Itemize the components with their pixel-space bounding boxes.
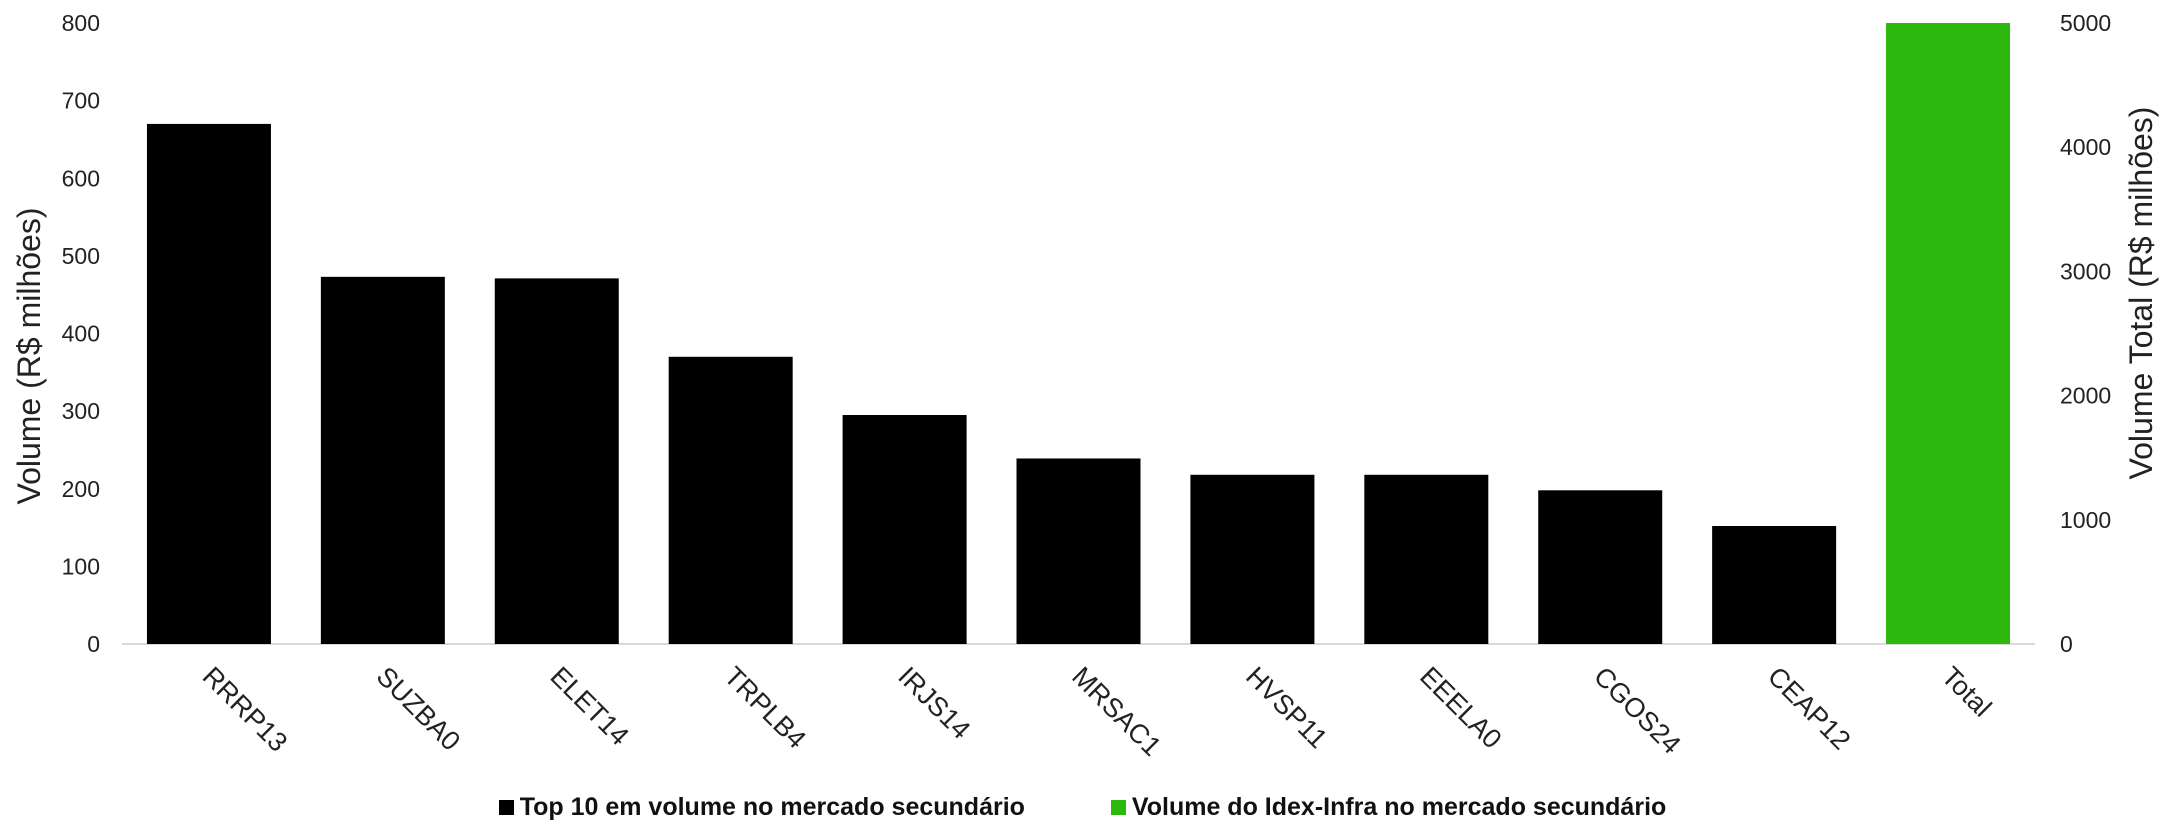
legend-label-top10: Top 10 em volume no mercado secundário [519,793,1025,821]
category-label-suzba0: SUZBA0 [371,661,466,756]
category-label-total: Total [1936,661,1998,723]
category-label-mrsac1: MRSAC1 [1066,661,1167,762]
right-y-axis: 0 1000 2000 3000 4000 5000 [2060,10,2111,657]
category-label-hvsp11: HVSP11 [1240,661,1333,754]
left-tick-label: 200 [62,476,100,502]
category-label-rrrp13: RRRP13 [197,661,294,758]
legend-swatch-top10 [498,800,514,815]
right-tick-label: 4000 [2060,134,2111,160]
bars [146,23,2011,645]
right-axis-title: Volume Total (R$ milhões) [2123,107,2159,480]
left-tick-label: 400 [62,321,100,347]
left-tick-label: 600 [62,165,100,191]
legend-label-idex: Volume do Idex-Infra no mercado secundár… [1131,793,1667,821]
legend-swatch-idex [1110,800,1126,815]
left-y-axis: 0 100 200 300 400 500 600 700 800 [62,10,100,657]
right-tick-label: 1000 [2060,507,2111,533]
left-axis-title: Volume (R$ milhões) [11,208,47,505]
left-tick-label: 800 [62,10,100,36]
category-label-elet14: ELET14 [545,661,635,751]
left-tick-label: 0 [87,631,100,657]
bar-elet14 [494,278,619,644]
bar-eeela0 [1364,474,1489,644]
category-label-eeela0: EEELA0 [1414,661,1507,754]
right-tick-label: 3000 [2060,258,2111,284]
bar-total [1886,23,2011,644]
bar-hvsp11 [1190,474,1315,644]
bar-irjs14 [842,415,967,644]
bar-ceap12 [1712,526,1837,644]
bar-trplb4 [668,356,793,644]
x-axis-labels: RRRP13 SUZBA0 ELET14 TRPLB4 IRJS14 MRSAC1 HVSP… [197,661,1998,762]
right-tick-label: 5000 [2060,10,2111,36]
left-tick-label: 100 [62,553,100,579]
legend-item-idex: Volume do Idex-Infra no mercado secundár… [1110,793,1667,822]
category-label-irjs14: IRJS14 [892,661,976,745]
bar-suzba0 [320,276,445,644]
category-label-cgos24: CGOS24 [1588,661,1687,760]
category-label-trplb4: TRPLB4 [718,661,811,754]
legend: Top 10 em volume no mercado secundário V… [0,793,2165,822]
bar-cgos24 [1538,490,1663,644]
bar-rrrp13 [146,123,271,645]
right-tick-label: 0 [2060,631,2073,657]
left-tick-label: 700 [62,88,100,114]
bar-mrsac1 [1016,458,1141,644]
category-label-ceap12: CEAP12 [1762,661,1856,755]
left-tick-label: 500 [62,243,100,269]
legend-item-top10: Top 10 em volume no mercado secundário [498,793,1025,822]
bar-chart: 0 100 200 300 400 500 600 700 800 0 1000 2000 3000 4… [11,10,2159,762]
left-tick-label: 300 [62,398,100,424]
right-tick-label: 2000 [2060,383,2111,409]
